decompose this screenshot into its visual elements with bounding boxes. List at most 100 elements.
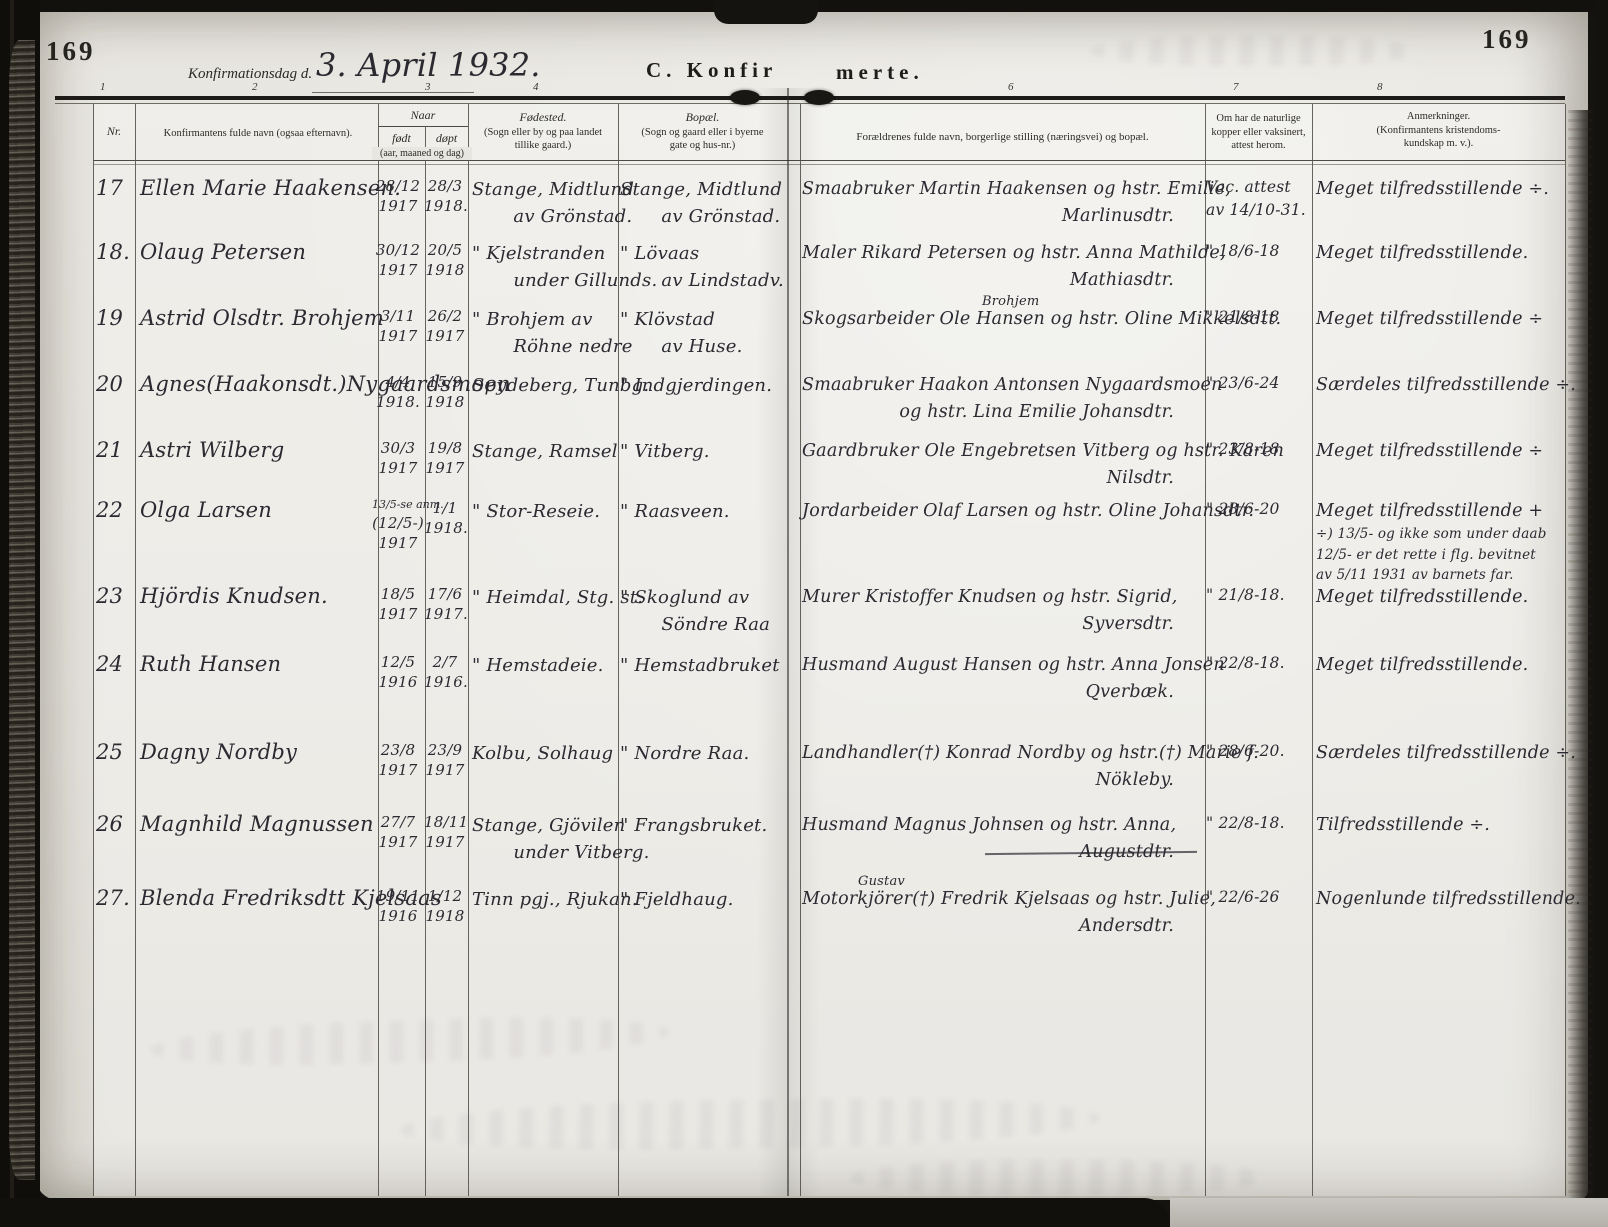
cell-nr: 22: [96, 498, 124, 522]
header-bottom-rule: [93, 160, 1565, 161]
confirmation-day-label: Konfirmationsdag d.: [188, 66, 313, 82]
cell-vaccination: " 18/6-18: [1206, 242, 1280, 260]
scan-right-edge: [1594, 0, 1608, 1227]
header-residence-title: Bopæl.: [685, 110, 720, 124]
column-number: 2: [252, 81, 258, 93]
column-number: 8: [1377, 81, 1383, 93]
cell-born: 19/11 1916: [375, 887, 421, 926]
cell-baptized: 1/1 1918.: [424, 499, 468, 538]
cell-born: 4/4 1918.: [376, 373, 420, 412]
cell-name: Ruth Hansen: [140, 652, 282, 676]
cell-vaccination: Vac. attest av 14/10-31.: [1206, 178, 1306, 220]
cell-parents: Smaabruker Haakon Antonsen Nygaardsmoen o…: [802, 375, 1223, 423]
cell-born: 30/12 1917: [375, 241, 421, 280]
cell-residence: " Klövstad av Huse.: [620, 309, 743, 357]
cell-birthplace: Stange, Gjövilen under Vitberg.: [472, 815, 650, 863]
table-vertical-rule: [1565, 104, 1566, 1196]
bleedthrough-smudge: [850, 1160, 1270, 1196]
page-number-left: 169: [46, 36, 96, 66]
cell-remarks: Tilfredsstillende ÷.: [1316, 815, 1491, 835]
cell-parents: Husmand August Hansen og hstr. Anna Jons…: [802, 655, 1225, 703]
cell-parents: Smaabruker Martin Haakensen og hstr. Emi…: [802, 179, 1231, 227]
cell-residence: " Nordre Raa.: [620, 743, 750, 764]
cell-parents: Landhandler(†) Konrad Nordby og hstr.(†)…: [802, 743, 1260, 791]
table-vertical-rule: [135, 104, 136, 1196]
column-number: 4: [533, 81, 539, 93]
cell-residence: Stange, Midtlund av Grönstad.: [620, 179, 783, 227]
cell-remarks: Meget tilfredsstillende ÷.: [1316, 179, 1550, 199]
cell-remarks: Nogenlunde tilfredsstillende.: [1316, 889, 1581, 909]
header-birthplace-sub: (Sogn eller by og paa landet tillike gaa…: [483, 126, 603, 152]
cell-remarks: Meget tilfredsstillende.: [1316, 655, 1529, 675]
cell-name: Astri Wilberg: [140, 438, 285, 462]
table-vertical-rule: [618, 104, 619, 1196]
cell-parents: Murer Kristoffer Knudsen og hstr. Sigrid…: [802, 587, 1178, 635]
cell-parents: Maler Rikard Petersen og hstr. Anna Math…: [802, 243, 1226, 291]
cell-baptized: 23/9 1917: [425, 741, 465, 780]
page-stack-bottom-right: [1170, 1198, 1608, 1227]
cell-baptized: 1/12 1918: [425, 887, 465, 926]
cell-nr: 21: [96, 438, 124, 462]
cell-vaccination: " 21/8-18: [1206, 308, 1280, 326]
table-vertical-rule: [378, 104, 379, 1196]
cell-vaccination: " 23/8-18: [1206, 440, 1280, 458]
cell-birthplace: " Heimdal, Stg. st.: [472, 587, 644, 608]
column-number: 6: [1008, 81, 1014, 93]
cell-residence: " Fjeldhaug.: [620, 889, 734, 910]
cell-name: Dagny Nordby: [140, 740, 298, 764]
page-stack-edge: [9, 40, 35, 1180]
cell-born: 13/5-se anm. (12/5-) 1917: [372, 498, 444, 553]
cell-birthplace: Kolbu, Solhaug: [472, 743, 614, 764]
cell-birthplace: Spydeberg, Tunbg.: [472, 375, 650, 396]
cell-name: Ellen Marie Haakensen.: [140, 176, 402, 200]
cell-remarks: Særdeles tilfredsstillende ÷.: [1316, 375, 1577, 395]
cell-residence: " Skoglund av Söndre Raa: [620, 587, 771, 635]
inserted-name-note: Brohjem: [982, 294, 1040, 309]
cell-remarks: Meget tilfredsstillende + ÷) 13/5- og ikk…: [1316, 501, 1547, 583]
header-birthplace-title: Fødested.: [519, 110, 567, 124]
column-number: 7: [1233, 81, 1239, 93]
header-naar: Naar: [410, 108, 436, 122]
cell-baptized: 26/2 1917: [425, 307, 465, 346]
title-underline: [312, 92, 474, 93]
column-number: 1: [100, 81, 106, 93]
cell-nr: 26: [96, 812, 124, 836]
cell-baptized: 18/11 1917: [424, 813, 469, 852]
cell-parents: Skogsarbeider Ole Hansen og hstr. Oline …: [802, 294, 1282, 329]
cell-parents: Motorkjörer(†) Fredrik Kjelsaas og hstr.…: [802, 874, 1217, 937]
header-bottom-rule-2: [93, 164, 1565, 165]
cell-nr: 23: [96, 584, 124, 608]
cell-residence: " Frangsbruket.: [620, 815, 768, 836]
cell-baptized: 20/5 1918: [425, 241, 465, 280]
cell-vaccination: " 22/6-26: [1206, 888, 1280, 906]
section-title-part2: merte.: [836, 60, 924, 84]
center-crease: [787, 88, 789, 1196]
cell-baptized: 28/3 1918.: [424, 177, 468, 216]
cell-parents: Gaardbruker Ole Engebretsen Vitberg og h…: [802, 441, 1285, 489]
cell-birthplace: Stange, Midtlund av Grönstad.: [472, 179, 635, 227]
cell-birthplace: Tinn pgj., Rjukan.: [472, 889, 638, 910]
header-born: født: [392, 131, 411, 145]
cell-name: Astrid Olsdtr. Brohjem: [140, 306, 384, 330]
bleedthrough-smudge: [1090, 36, 1420, 66]
cell-remarks: Meget tilfredsstillende.: [1316, 587, 1529, 607]
cell-nr: 20: [96, 372, 124, 396]
center-crease-shadow: [757, 88, 821, 1196]
table-vertical-rule: [800, 104, 801, 1196]
cell-remarks: Særdeles tilfredsstillende ÷.: [1316, 743, 1577, 763]
cell-residence: " Hemstadbruket: [620, 655, 780, 676]
cell-name: Blenda Fredriksdtt Kjelsaas: [140, 886, 442, 910]
cell-baptized: 17/6 1917.: [424, 585, 468, 624]
section-title-part1: C. Konfir: [646, 58, 778, 82]
cell-baptized: 19/8 1917: [425, 439, 465, 478]
table-vertical-rule: [1205, 104, 1206, 1196]
header-birthplace: Fødested. (Sogn eller by og paa landet t…: [468, 110, 618, 153]
register-paper: [36, 10, 1588, 1200]
cell-nr: 19: [96, 306, 124, 330]
header-parents: Forældrenes fulde navn, borgerlige still…: [856, 131, 1149, 143]
header-baptized: døpt: [435, 131, 458, 145]
header-nr: Nr.: [106, 124, 122, 138]
cell-baptized: 15/9 1918: [425, 373, 465, 412]
cell-birthplace: " Hemstadeie.: [472, 655, 604, 676]
